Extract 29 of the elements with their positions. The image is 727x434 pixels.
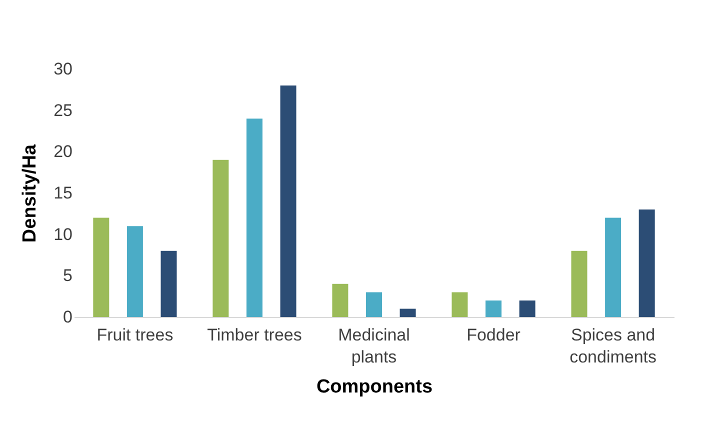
- bar: [571, 250, 588, 317]
- bar: [366, 292, 382, 317]
- x-tick-label: Timber trees: [207, 326, 302, 344]
- bar: [400, 308, 416, 317]
- y-tick-label: 10: [54, 224, 72, 244]
- x-tick-label: Fruit trees: [96, 326, 174, 344]
- bar: [605, 218, 622, 317]
- bar: [246, 118, 262, 317]
- bar: [280, 86, 296, 317]
- bar: [126, 226, 143, 317]
- y-tick-label: 25: [54, 100, 72, 120]
- y-axis-title: Density/Ha: [20, 144, 41, 243]
- bar: [160, 250, 177, 317]
- bar: [93, 218, 110, 317]
- y-tick-label: 30: [54, 60, 72, 78]
- bar: [519, 300, 536, 317]
- x-axis-title: Components: [316, 376, 433, 398]
- x-tick-label: Spices and condiments: [570, 326, 657, 366]
- bar: [452, 292, 468, 317]
- bar: [332, 284, 348, 317]
- x-tick-label: Fodder: [466, 326, 521, 344]
- bar: [212, 160, 229, 317]
- x-tick-label: Medicinal plants: [338, 326, 410, 366]
- bar: [486, 300, 502, 317]
- y-tick-label: 15: [54, 184, 72, 202]
- y-tick-label: 20: [54, 142, 72, 162]
- y-tick-label: 0: [63, 308, 72, 326]
- bar: [638, 210, 655, 317]
- y-tick-label: 5: [63, 266, 72, 286]
